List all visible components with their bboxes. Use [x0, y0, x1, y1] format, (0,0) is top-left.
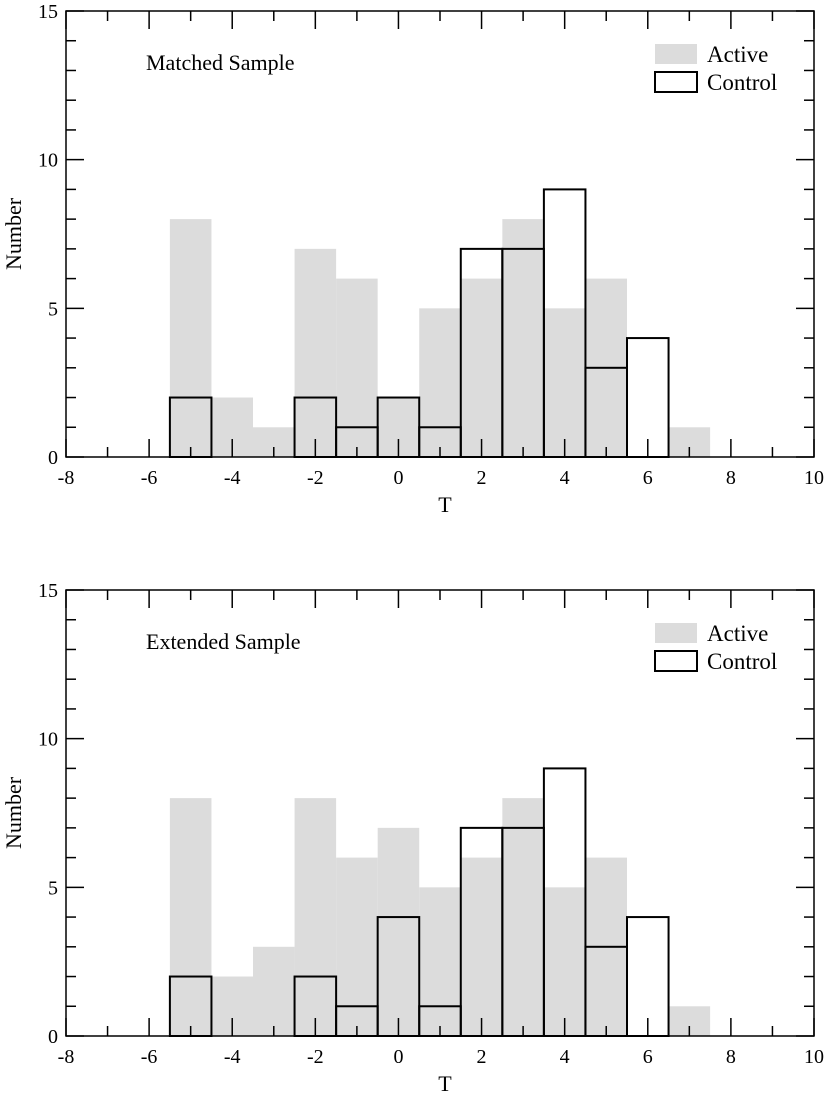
- x-tick-label: 10: [804, 1046, 824, 1068]
- x-tick-label: 6: [643, 1046, 653, 1068]
- x-tick-label: -4: [224, 1046, 241, 1068]
- active-bar-t1: [419, 887, 461, 1036]
- panel-extended-sample: -8 -6 -4 -2 0 2 4 6 8 10 0 5 10 15 T Number Extended Sam…: [1, 580, 824, 1096]
- active-bar-t2: [460, 857, 503, 1036]
- x-tick-label: -6: [141, 1046, 158, 1068]
- active-bar-t0: [377, 827, 420, 1036]
- x-tick-label: 0: [393, 1046, 403, 1068]
- x-tick-label: -8: [58, 467, 75, 489]
- legend-control-swatch: [654, 650, 698, 672]
- y-tick-label: 5: [48, 298, 58, 320]
- y-tick-label: 10: [38, 729, 58, 751]
- active-bar-t-5: [169, 219, 212, 457]
- x-tick-label: -6: [141, 467, 158, 489]
- active-bar-t-5: [169, 798, 212, 1036]
- legend-active-swatch: [655, 623, 697, 643]
- active-bar-t4: [543, 308, 586, 457]
- x-tick-label: -2: [307, 467, 324, 489]
- x-tick-label: 2: [477, 1046, 487, 1068]
- x-tick-label: -8: [58, 1046, 75, 1068]
- x-tick-label: -4: [224, 467, 241, 489]
- active-bar-t2: [460, 278, 503, 457]
- active-bar-t-1: [336, 857, 378, 1036]
- x-axis-label: T: [438, 1071, 452, 1093]
- x-tick-label: 6: [643, 467, 653, 489]
- panel-title: Extended Sample: [146, 629, 301, 654]
- x-tick-label: 8: [726, 467, 736, 489]
- x-tick-label: 0: [393, 467, 403, 489]
- x-tick-label: -2: [307, 1046, 324, 1068]
- active-bar-t-2: [294, 798, 337, 1036]
- y-axis-label: Number: [1, 776, 26, 849]
- x-tick-label: 10: [804, 467, 824, 489]
- y-tick-label: 0: [48, 447, 58, 469]
- legend-active-label: Active: [707, 42, 768, 67]
- active-bar-t1: [419, 308, 461, 457]
- panel-matched-sample: -8 -6 -4 -2 0 2 4 6 8 10 0 5 10 15 T Number Matched Samp…: [1, 1, 824, 517]
- y-tick-label: 5: [48, 877, 58, 899]
- active-bar-t4: [543, 887, 586, 1036]
- x-tick-label: 4: [560, 467, 570, 489]
- y-tick-label: 15: [38, 580, 58, 602]
- active-bar-t3: [502, 219, 544, 457]
- legend-control-swatch: [654, 71, 698, 93]
- x-tick-label: 2: [477, 467, 487, 489]
- active-bar-t3: [502, 798, 544, 1036]
- y-tick-label: 15: [38, 1, 58, 23]
- y-tick-label: 10: [38, 150, 58, 172]
- x-axis-label: T: [438, 492, 452, 517]
- legend-active-swatch: [655, 44, 697, 64]
- legend-active-label: Active: [707, 621, 768, 646]
- active-bar-t-3: [253, 946, 295, 1036]
- active-bar-t-2: [294, 248, 337, 457]
- legend-control-label: Control: [707, 649, 777, 674]
- panel-title: Matched Sample: [146, 50, 294, 75]
- y-axis-label: Number: [1, 197, 26, 270]
- x-tick-label: 8: [726, 1046, 736, 1068]
- x-tick-label: 4: [560, 1046, 570, 1068]
- active-bar-t-1: [336, 278, 378, 457]
- y-tick-label: 0: [48, 1026, 58, 1048]
- legend-control-label: Control: [707, 70, 777, 95]
